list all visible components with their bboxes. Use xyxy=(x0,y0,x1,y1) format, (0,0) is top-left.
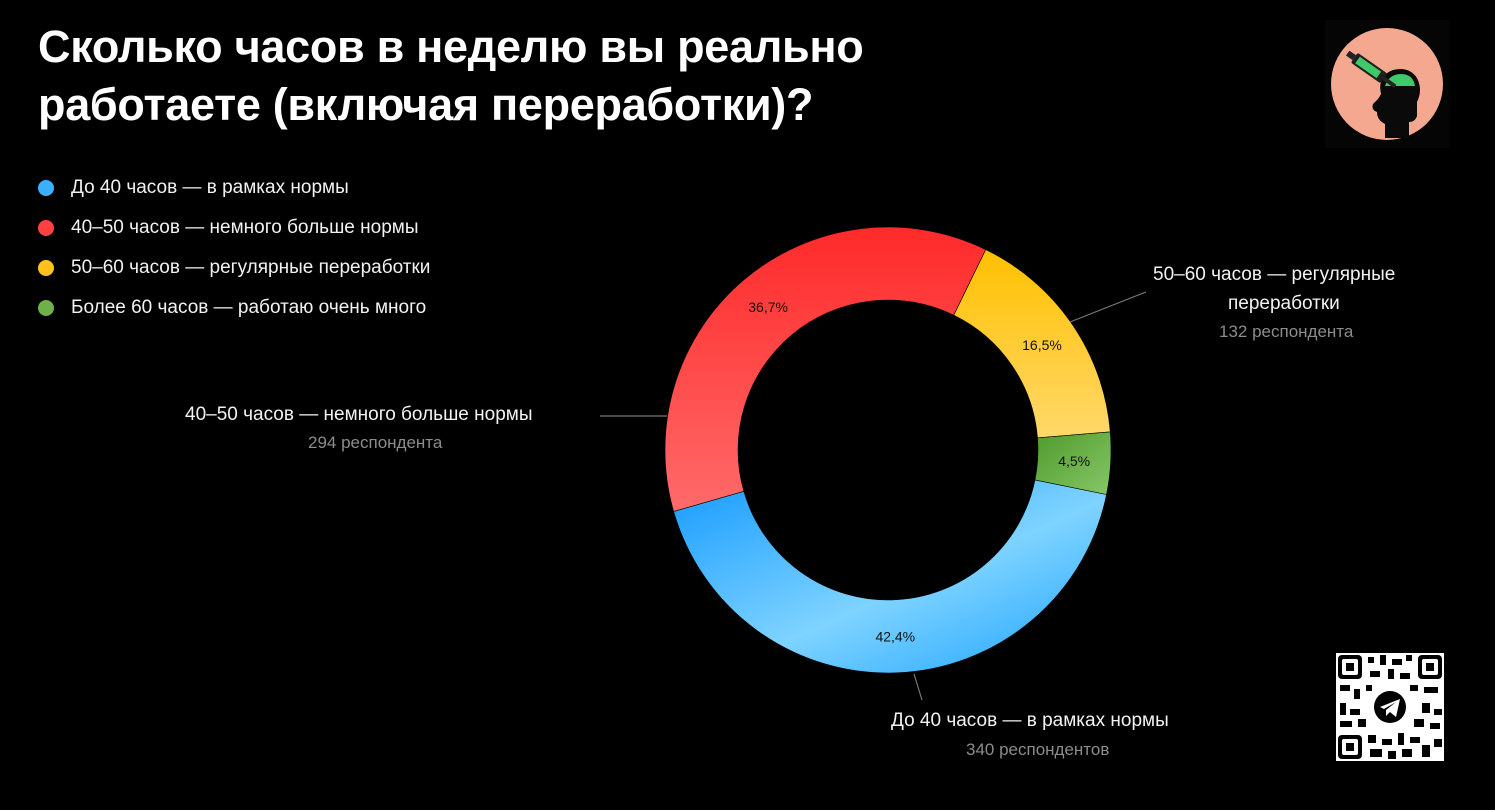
legend-label: До 40 часов — в рамках нормы xyxy=(71,177,349,198)
callout-under-40-count: 340 респондентов xyxy=(966,740,1110,759)
legend: До 40 часов — в рамках нормы 40–50 часов… xyxy=(38,168,430,328)
slice-labels: 42,4% 4,5% 16,5% 36,7% xyxy=(748,299,1090,644)
leader-line-50-60 xyxy=(1069,291,1147,323)
legend-dot-green xyxy=(38,300,54,316)
slice-value-label: 4,5% xyxy=(1058,453,1090,469)
legend-item-40-50: 40–50 часов — немного больше нормы xyxy=(38,208,430,248)
callout-40-50-name: 40–50 часов — немного больше нормы xyxy=(185,404,533,425)
slice-value-label: 36,7% xyxy=(748,299,788,315)
leader-line-under-40 xyxy=(913,673,923,701)
legend-item-under-40: До 40 часов — в рамках нормы xyxy=(38,168,430,208)
callout-40-50-count: 294 респондента xyxy=(308,433,443,452)
callout-50-60-name-line1: 50–60 часов — регулярные xyxy=(1153,264,1396,285)
telegram-qr-code-icon[interactable] xyxy=(1336,653,1444,761)
legend-item-over-60: Более 60 часов — работаю очень много xyxy=(38,288,430,328)
slice-value-label: 42,4% xyxy=(875,628,915,644)
callout-50-60-name-line2: переработки xyxy=(1228,293,1340,314)
legend-dot-blue xyxy=(38,180,54,196)
slice-value-label: 16,5% xyxy=(1022,337,1062,353)
legend-label: 40–50 часов — немного больше нормы xyxy=(71,217,419,238)
legend-item-50-60: 50–60 часов — регулярные переработки xyxy=(38,248,430,288)
slice-under-40 xyxy=(673,479,1107,674)
legend-label: 50–60 часов — регулярные переработки xyxy=(71,257,431,278)
legend-dot-yellow xyxy=(38,260,54,276)
chart-title: Сколько часов в неделю вы реально работа… xyxy=(38,21,864,130)
legend-label: Более 60 часов — работаю очень много xyxy=(71,297,427,318)
slice-40-50 xyxy=(664,226,987,512)
callout-50-60-count: 132 респондента xyxy=(1219,322,1354,341)
leader-lines xyxy=(600,291,1147,701)
callout-under-40-name: До 40 часов — в рамках нормы xyxy=(891,710,1169,731)
head-syringe-logo-icon xyxy=(1325,20,1450,148)
slices-layer xyxy=(664,226,1112,674)
legend-dot-red xyxy=(38,220,54,236)
